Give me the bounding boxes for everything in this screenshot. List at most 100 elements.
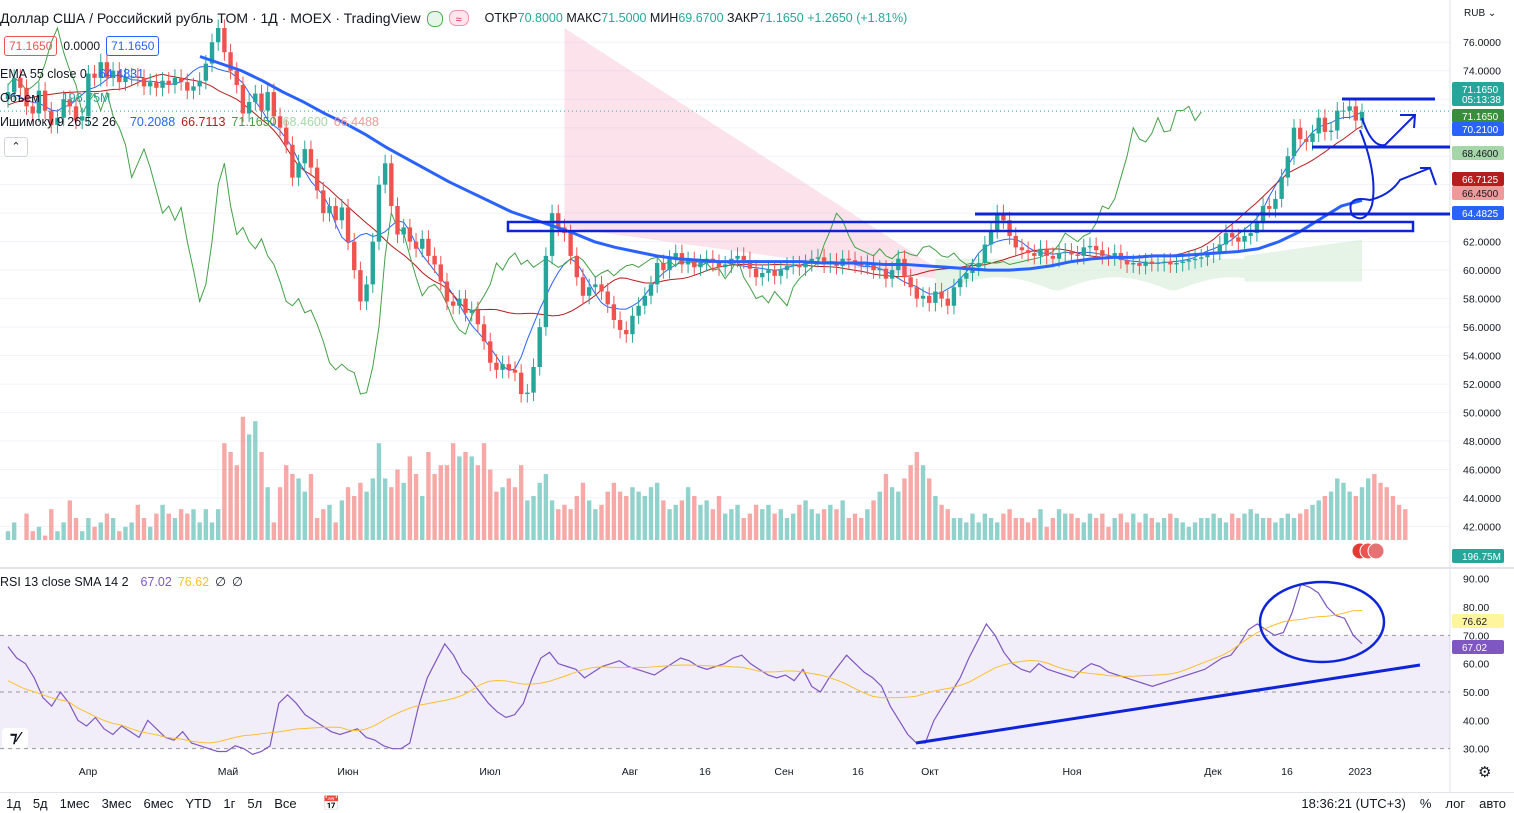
candle-body-157 [976,263,981,268]
rsi-line [7,583,1363,755]
currency-label[interactable]: RUB ⌄ [1464,8,1496,19]
volume-bar-149 [927,478,932,540]
volume-bar-84 [525,500,530,540]
bid-button[interactable]: 71.1650 [4,36,58,56]
candle-body-61 [382,163,388,185]
candle-body-74 [463,298,468,313]
ema-legend[interactable]: EMA 55 close 0 64.4831 [0,65,144,83]
symbol-title[interactable]: Доллар США / Российский рубль TOM · 1Д ·… [0,10,421,26]
status-area: 18:36:21 (UTC+3) % лог авто [1301,793,1506,813]
volume-bar-75 [469,456,474,540]
candle-body-6 [42,90,48,111]
rsi-label: RSI 13 close SMA 14 2 [0,575,129,589]
volume-bar-80 [500,487,505,540]
candle-body-153 [951,287,957,306]
timeframe-7[interactable]: 5л [247,795,263,811]
auto-toggle[interactable]: авто [1479,795,1506,811]
candle-body-82 [512,369,518,373]
candle-body-22 [141,77,147,87]
volume-bar-186 [1155,522,1161,540]
ask-button[interactable]: 71.1650 [106,36,160,56]
volume-bar-81 [506,478,511,540]
candle-body-79 [494,362,499,370]
timeframe-3[interactable]: 3мес [101,795,132,811]
tradingview-logo-icon[interactable]: ⁊⁄ [2,728,28,748]
price-tag-value-3: 68.4600 [1462,149,1499,160]
clock-time[interactable]: 18:36:21 (UTC+3) [1301,795,1406,811]
timeframe-2[interactable]: 1мес [59,795,90,811]
calendar-icon[interactable]: 📅 [322,794,341,811]
candle-body-108 [673,253,678,259]
rsi-legend[interactable]: RSI 13 close SMA 14 2 67.02 76.62 ∅ ∅ [0,573,243,591]
header-row: Доллар США / Российский рубль TOM · 1Д ·… [0,9,907,27]
flags-icon[interactable] [1351,542,1389,560]
candle-body-192 [1192,258,1198,261]
ichimoku-conversion-line [7,65,1363,372]
volume-bar-52 [327,504,332,540]
timeframe-4[interactable]: 6мес [143,795,174,811]
volume-bar-44 [277,487,283,540]
rsi-axis[interactable]: 90.00 80.00 70.00 60.00 50.00 40.00 30.00 [1463,574,1489,756]
volume-bar-22 [141,518,147,540]
volume-bar-108 [673,504,678,540]
timeframe-0[interactable]: 1д [6,795,21,811]
volume-bar-112 [698,504,703,540]
volume-bar-151 [939,504,944,540]
price-tag-bg-3 [1452,146,1504,160]
candle-body-50 [314,167,320,191]
volume-bar-70 [438,465,443,540]
volume-bar-221 [1372,474,1377,540]
volume-bar-179 [1112,518,1117,540]
volume-bar-61 [382,478,388,540]
candle-body-162 [1007,220,1012,236]
volume-bar-139 [865,509,870,540]
candle-body-17 [110,70,116,78]
rsi-extra-2: ∅ [232,575,243,589]
timeframe-5[interactable]: YTD [185,795,212,811]
percent-toggle[interactable]: % [1419,795,1432,811]
time-tick-5: 16 [699,766,711,778]
timeframe-6[interactable]: 1г [223,795,236,811]
open-value: 70.8000 [517,11,563,25]
volume-bar-150 [933,496,938,540]
settings-gear-icon[interactable]: ⚙ [1478,764,1492,781]
candle-body-20 [129,76,134,78]
volume-bar-152 [945,509,950,540]
low-label: МИН [649,11,679,25]
volume-bar-215 [1335,478,1340,540]
candle-body-70 [438,264,443,282]
volume-bar-147 [914,452,920,540]
volume-bar-202 [1254,513,1260,540]
volume-bar-189 [1174,518,1179,540]
ichimoku-legend[interactable]: Ишимоку 9 26 52 26 70.2088 66.7113 71.16… [0,113,379,131]
volume-legend[interactable]: Объем 196.75M [0,89,110,107]
volume-label: Объем [0,91,40,105]
volume-bar-172 [1069,513,1074,540]
ichimoku-span-b: 66.4488 [333,115,379,129]
candle-body-19 [123,76,128,83]
timeframe-1[interactable]: 5д [32,795,48,811]
candle-body-150 [933,291,938,303]
drawn-rsi-trendline [915,663,1421,745]
rsi-pane [0,580,1450,755]
timeframe-8[interactable]: Все [274,795,297,811]
volume-bar-14 [92,526,97,540]
volume-bar-82 [512,487,518,540]
volume-bar-153 [951,518,957,540]
candle-body-142 [883,268,889,279]
volume-bar-164 [1019,518,1025,540]
candle-body-120 [747,260,753,269]
volume-bar-24 [154,513,159,540]
log-toggle[interactable]: лог [1445,795,1466,811]
cloud-green [935,258,1245,292]
volume-bar-32 [203,509,209,540]
candle-body-42 [265,92,270,111]
volume-bar-50 [314,518,320,540]
collapse-legend-button[interactable]: ⌃ [4,137,28,157]
volume-bar-87 [543,474,549,540]
candle-body-126 [784,265,790,271]
price-tag-value-5: 66.4500 [1462,189,1499,200]
candle-body-96 [599,284,604,292]
time-axis[interactable]: Апр Май Июн Июл Авг 16 Сен 16 Окт Ноя Дек 16 2023 [79,766,1372,778]
